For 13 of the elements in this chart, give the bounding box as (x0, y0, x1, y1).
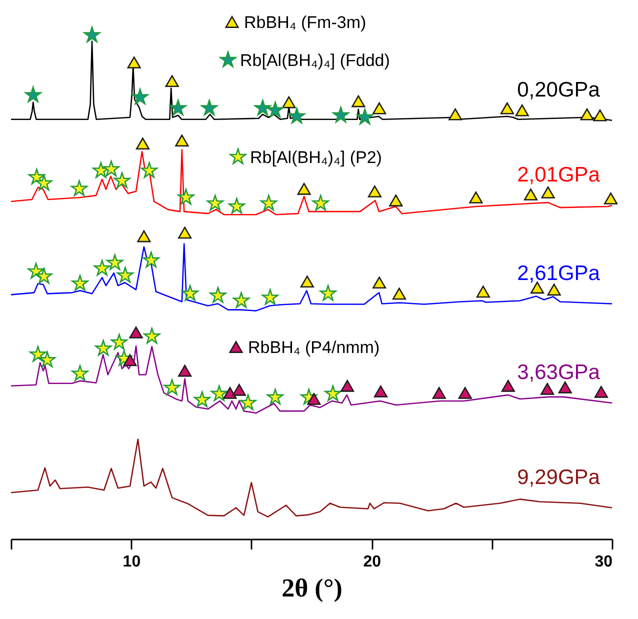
series-label: 2,01GPa (517, 164, 600, 187)
x-tick-label: 20 (363, 554, 382, 570)
legend-label: RbBH₄ (P4/nmm) (248, 338, 380, 357)
series-label: 3,63GPa (517, 360, 600, 384)
x-tick-label: 30 (594, 554, 613, 570)
legend-label: Rb[Al(BH₄)₄] (Fddd) (240, 51, 390, 70)
legend-label: Rb[Al(BH₄)₄] (P2) (250, 148, 382, 167)
series-label: 0,20GPa (517, 78, 600, 102)
x-axis-title: 2θ (°) (282, 574, 342, 602)
legend-label: RbBH₄ (Fm-3m) (244, 13, 366, 32)
x-tick-label: 10 (122, 554, 141, 570)
series-label: 9,29GPa (517, 466, 600, 489)
series-label: 2,61GPa (517, 262, 600, 285)
